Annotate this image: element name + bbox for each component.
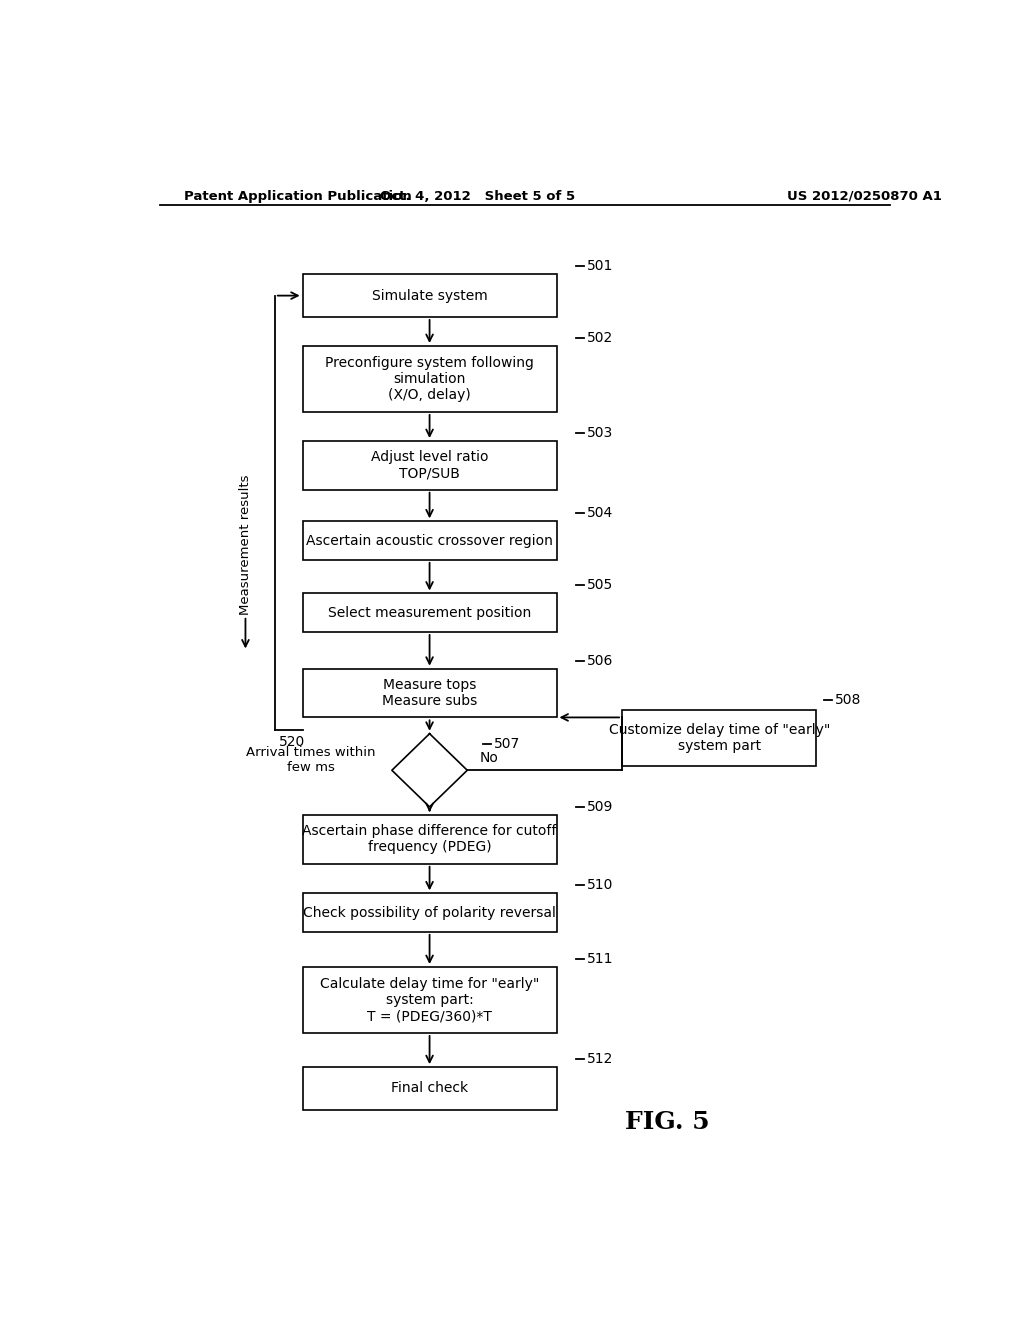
FancyBboxPatch shape (622, 710, 816, 766)
Text: Select measurement position: Select measurement position (328, 606, 531, 619)
Text: Final check: Final check (391, 1081, 468, 1096)
Text: Check possibility of polarity reversal: Check possibility of polarity reversal (303, 906, 556, 920)
Text: Preconfigure system following
simulation
(X/O, delay): Preconfigure system following simulation… (326, 356, 534, 403)
FancyBboxPatch shape (303, 275, 557, 317)
Text: Adjust level ratio
TOP/SUB: Adjust level ratio TOP/SUB (371, 450, 488, 480)
Text: FIG. 5: FIG. 5 (626, 1110, 710, 1134)
Text: 506: 506 (587, 653, 613, 668)
Text: Measurement results: Measurement results (239, 474, 252, 615)
Text: 503: 503 (587, 426, 613, 440)
Text: 505: 505 (587, 578, 613, 593)
Text: No: No (479, 751, 498, 766)
Text: Patent Application Publication: Patent Application Publication (183, 190, 412, 202)
Text: 507: 507 (494, 737, 520, 751)
Text: 520: 520 (279, 735, 305, 748)
FancyBboxPatch shape (303, 346, 557, 412)
Text: 508: 508 (835, 693, 861, 706)
FancyBboxPatch shape (303, 968, 557, 1034)
FancyBboxPatch shape (303, 894, 557, 932)
FancyBboxPatch shape (303, 814, 557, 863)
Text: 501: 501 (587, 259, 613, 273)
Text: Customize delay time of "early"
system part: Customize delay time of "early" system p… (608, 722, 829, 752)
FancyBboxPatch shape (303, 594, 557, 632)
Text: 512: 512 (587, 1052, 613, 1067)
Text: 502: 502 (587, 331, 613, 345)
Text: Ascertain phase difference for cutoff
frequency (PDEG): Ascertain phase difference for cutoff fr… (302, 824, 557, 854)
Text: Arrival times within
few ms: Arrival times within few ms (247, 746, 376, 774)
Text: Measure tops
Measure subs: Measure tops Measure subs (382, 678, 477, 708)
FancyBboxPatch shape (303, 441, 557, 490)
Text: US 2012/0250870 A1: US 2012/0250870 A1 (786, 190, 941, 202)
Text: 504: 504 (587, 506, 613, 520)
Text: 509: 509 (587, 800, 613, 814)
Text: Calculate delay time for "early"
system part:
T = (PDEG/360)*T: Calculate delay time for "early" system … (319, 977, 540, 1023)
Polygon shape (392, 734, 467, 807)
FancyBboxPatch shape (303, 669, 557, 718)
FancyBboxPatch shape (303, 521, 557, 560)
Text: Ascertain acoustic crossover region: Ascertain acoustic crossover region (306, 533, 553, 548)
Text: Oct. 4, 2012   Sheet 5 of 5: Oct. 4, 2012 Sheet 5 of 5 (380, 190, 574, 202)
Text: 511: 511 (587, 952, 613, 966)
Text: 510: 510 (587, 878, 613, 892)
Text: Simulate system: Simulate system (372, 289, 487, 302)
FancyBboxPatch shape (303, 1067, 557, 1110)
